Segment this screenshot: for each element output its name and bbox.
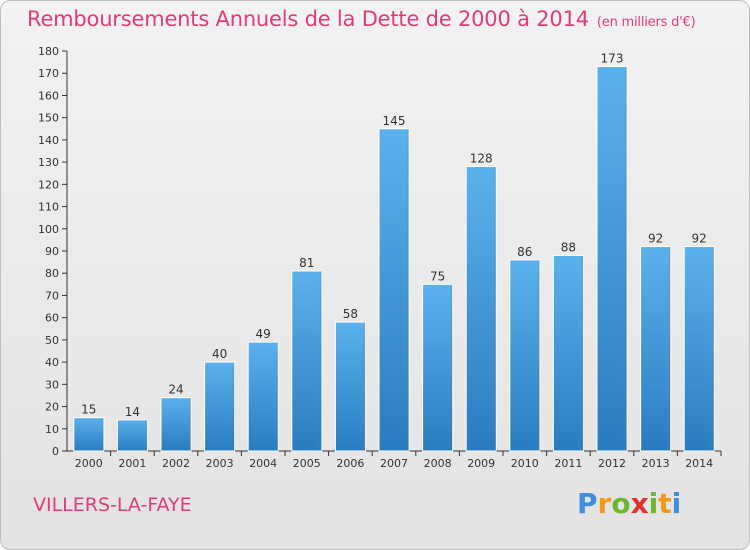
bar-shade-2005 <box>291 271 322 451</box>
x-tick-label: 2012 <box>598 457 626 470</box>
y-tick-label: 50 <box>45 334 59 347</box>
y-tick-label: 10 <box>45 423 59 436</box>
value-label-2002: 24 <box>168 383 183 397</box>
bars <box>73 66 715 452</box>
logo-letter: i <box>648 487 659 520</box>
y-tick-label: 70 <box>45 289 59 302</box>
bar-shade-2010 <box>509 259 540 451</box>
value-label-2000: 15 <box>81 403 96 417</box>
y-tick-label: 20 <box>45 401 59 414</box>
y-tick-label: 150 <box>38 112 59 125</box>
y-tick-label: 180 <box>38 45 59 58</box>
commune-name: VILLERS-LA-FAYE <box>33 494 192 516</box>
bar-shade-2003 <box>204 362 235 451</box>
logo-letter: x <box>630 487 649 520</box>
x-tick-label: 2003 <box>206 457 234 470</box>
y-tick-label: 140 <box>38 134 59 147</box>
value-label-2006: 58 <box>343 307 358 321</box>
bar-shade-2004 <box>248 342 279 451</box>
value-label-2014: 92 <box>692 232 707 246</box>
bar-shade-2007 <box>379 128 409 451</box>
x-tick-label: 2001 <box>118 457 146 470</box>
value-label-2011: 88 <box>561 240 576 254</box>
bar-shade-2014 <box>684 246 715 451</box>
x-tick-label: 2013 <box>642 457 670 470</box>
logo-letter: r <box>597 487 612 520</box>
value-label-2009: 128 <box>470 152 493 166</box>
bar-shade-2012 <box>597 66 627 452</box>
x-tick-label: 2000 <box>75 457 103 470</box>
value-label-2010: 86 <box>517 245 532 259</box>
y-tick-label: 90 <box>45 245 59 258</box>
x-tick-label: 2004 <box>249 457 277 470</box>
y-tick-label: 0 <box>52 445 59 458</box>
chart-title: Remboursements Annuels de la Dette de 20… <box>27 7 696 31</box>
bar-shade-2000 <box>73 417 104 451</box>
y-tick-label: 40 <box>45 356 59 369</box>
logo-letter: P <box>577 487 598 520</box>
value-label-2013: 92 <box>648 232 663 246</box>
chart-subtitle: (en milliers d'€) <box>596 15 696 30</box>
y-tick-label: 170 <box>38 67 59 80</box>
x-tick-label: 2011 <box>554 457 582 470</box>
bar-shade-2006 <box>335 322 366 451</box>
value-label-2012: 173 <box>601 52 624 66</box>
x-tick-label: 2014 <box>685 457 713 470</box>
value-label-2003: 40 <box>212 347 227 361</box>
y-tick-label: 110 <box>38 201 59 214</box>
x-tick-label: 2009 <box>467 457 495 470</box>
bar-shade-2011 <box>553 255 584 451</box>
y-tick-label: 100 <box>38 223 59 236</box>
x-tick-label: 2010 <box>511 457 539 470</box>
value-label-2007: 145 <box>383 114 406 128</box>
chart-title-text: Remboursements Annuels de la Dette de 20… <box>27 7 589 31</box>
proxiti-logo: Proxiti <box>577 487 681 520</box>
x-tick-label: 2002 <box>162 457 190 470</box>
x-tick-label: 2007 <box>380 457 408 470</box>
value-label-2001: 14 <box>125 405 140 419</box>
bar-shade-2009 <box>466 166 497 452</box>
bar-shade-2008 <box>422 284 453 451</box>
bar-shade-2002 <box>161 397 191 451</box>
y-tick-label: 160 <box>38 89 59 102</box>
y-tick-label: 120 <box>38 178 59 191</box>
y-tick-label: 30 <box>45 378 59 391</box>
value-label-2004: 49 <box>256 327 271 341</box>
y-tick-label: 130 <box>38 156 59 169</box>
y-tick-label: 80 <box>45 267 59 280</box>
value-labels: 15 14 24 40 49 81 58 145 75 128 86 88 173 92 92 <box>81 52 707 419</box>
x-tick-label: 2005 <box>293 457 321 470</box>
y-tick-label: 60 <box>45 312 59 325</box>
logo-letter: t <box>658 487 672 520</box>
bar-shade-2013 <box>640 246 671 451</box>
bar-shade-2001 <box>117 419 148 451</box>
logo-letter: o <box>611 487 631 520</box>
axes: 0 10 20 30 40 50 60 70 80 90 100 110 120 130 140 150 160… <box>38 45 722 470</box>
logo-letter: i <box>671 487 682 520</box>
value-label-2008: 75 <box>430 269 445 283</box>
x-tick-label: 2008 <box>424 457 452 470</box>
value-label-2005: 81 <box>299 256 314 270</box>
x-tick-label: 2006 <box>336 457 364 470</box>
